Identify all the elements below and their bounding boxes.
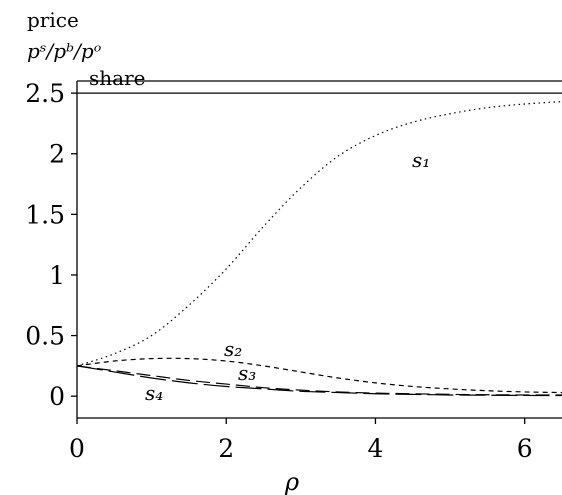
series-2-label: s₂ [224, 337, 242, 361]
y-tick-label: 2.5 [25, 79, 65, 108]
y-tick-label: 0 [49, 382, 65, 411]
series-layer [76, 92, 562, 397]
y-tick-label: 1 [49, 261, 65, 290]
y-tick-label: 0.5 [25, 322, 65, 351]
series-1-line [76, 101, 562, 367]
x-tick-label: 2 [218, 434, 234, 463]
axes: 0 0.5 1 1.5 2 2.5 0 2 4 6 [25, 79, 562, 463]
x-tick-label: 6 [517, 434, 533, 463]
series-3-label: s₃ [238, 361, 256, 385]
x-axis-label: ρ [284, 468, 299, 495]
y-tick-label: 1.5 [25, 200, 65, 229]
ylabel-line2: pˢ/pᵇ/pᵒ [27, 39, 102, 63]
ylabel-line1: price [27, 8, 79, 32]
series-4-line [76, 365, 562, 397]
x-tick-label: 4 [368, 434, 384, 463]
series-4-label: s₄ [145, 381, 163, 405]
series-1-label: s₁ [412, 148, 430, 172]
share-label: share [89, 66, 145, 90]
x-tick-label: 0 [69, 434, 85, 463]
y-tick-label: 2 [49, 140, 65, 169]
series-2-line [76, 357, 562, 394]
